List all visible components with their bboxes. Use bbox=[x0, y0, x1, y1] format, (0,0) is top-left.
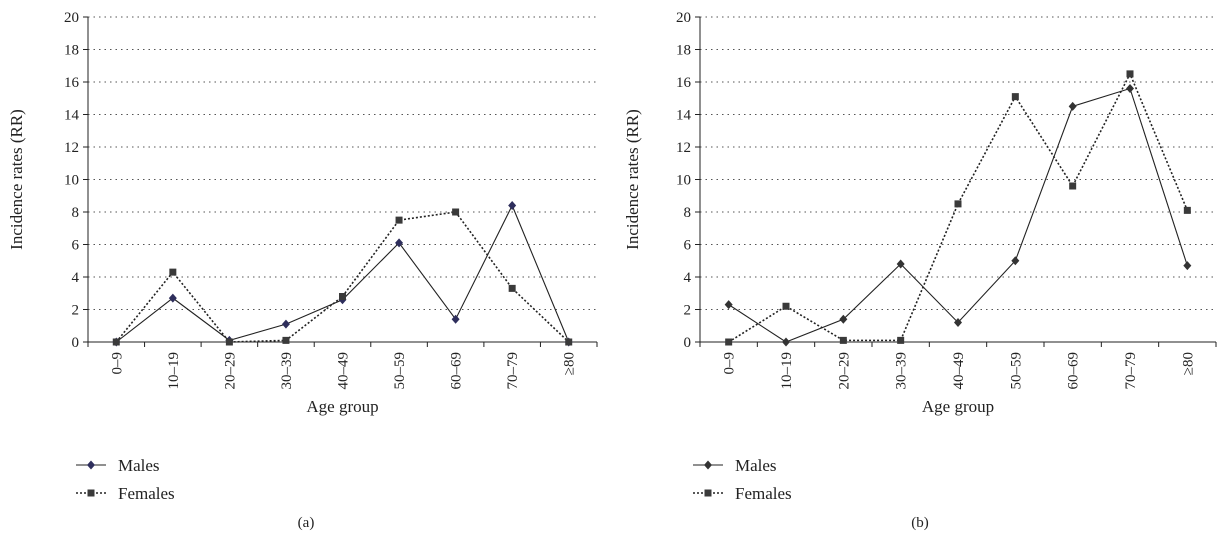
data-point-females bbox=[782, 302, 790, 310]
legend-marker-females bbox=[87, 489, 95, 497]
data-point-males bbox=[395, 238, 404, 248]
y-tick-label: 2 bbox=[72, 303, 80, 319]
x-tick-label: 70–79 bbox=[505, 352, 521, 390]
y-axis-label: Incidence rates (RR) bbox=[623, 109, 642, 250]
data-point-females bbox=[1126, 70, 1134, 78]
series-line-females bbox=[728, 71, 1189, 343]
data-point-females bbox=[339, 293, 346, 300]
series-males bbox=[724, 84, 1192, 347]
y-tick-label: 8 bbox=[72, 205, 80, 221]
x-tick-label: 30–39 bbox=[279, 352, 295, 390]
data-point-males bbox=[782, 337, 790, 347]
legend-label-males: Males bbox=[735, 456, 777, 475]
y-tick-label: 10 bbox=[676, 173, 691, 189]
data-point-males bbox=[724, 300, 733, 310]
x-tick-label: 70–79 bbox=[1123, 352, 1139, 390]
x-tick-label: 20–29 bbox=[836, 352, 852, 390]
legend: Males Females bbox=[76, 456, 175, 503]
y-tick-label: 18 bbox=[64, 43, 79, 59]
data-point-females bbox=[897, 336, 905, 344]
data-point-males bbox=[281, 319, 290, 329]
y-tick-label: 10 bbox=[64, 173, 79, 189]
y-tick-label: 0 bbox=[72, 335, 80, 351]
data-point-females bbox=[395, 216, 403, 224]
series-females bbox=[112, 208, 573, 346]
x-axis-label: Age group bbox=[922, 397, 994, 416]
legend-marker-males bbox=[704, 460, 712, 470]
legend-marker-males bbox=[87, 460, 95, 470]
y-tick-label: 18 bbox=[676, 43, 691, 59]
series-males bbox=[112, 201, 573, 347]
x-tick-label: 40–49 bbox=[951, 352, 967, 390]
data-point-males bbox=[954, 318, 962, 327]
data-point-males bbox=[1011, 256, 1020, 266]
y-tick-label: 12 bbox=[64, 140, 79, 156]
legend-label-males: Males bbox=[118, 456, 160, 475]
y-tick-label: 14 bbox=[676, 108, 692, 124]
y-tick-label: 20 bbox=[64, 10, 79, 26]
data-point-males bbox=[508, 201, 517, 210]
panel-label: (b) bbox=[911, 515, 929, 531]
x-tick-label: 0–9 bbox=[722, 352, 738, 375]
x-tick-label: ≥80 bbox=[1180, 352, 1196, 375]
x-tick-label: 20–29 bbox=[222, 352, 238, 390]
data-point-males bbox=[1183, 261, 1192, 271]
series-females bbox=[725, 70, 1191, 346]
data-point-females bbox=[112, 338, 120, 346]
panel-label: (a) bbox=[298, 515, 315, 531]
x-tick-label: ≥80 bbox=[562, 352, 578, 375]
y-axis-label: Incidence rates (RR) bbox=[7, 109, 26, 250]
data-point-females bbox=[565, 338, 573, 346]
x-tick-label: 50–59 bbox=[392, 352, 408, 390]
chart-panel-b: 0 2 4 6 8 10 12 14 16 18 20 0–9 10–19 20–29 30–39 40–49… bbox=[623, 10, 1217, 531]
x-tick-label: 60–69 bbox=[1066, 352, 1082, 390]
data-point-males bbox=[839, 314, 848, 324]
y-tick-label: 12 bbox=[676, 140, 691, 156]
y-tick-label: 16 bbox=[64, 75, 80, 91]
x-tick-label: 10–19 bbox=[166, 352, 182, 390]
x-axis-label: Age group bbox=[306, 397, 378, 416]
y-tick-label: 6 bbox=[684, 238, 692, 254]
x-tick-label: 10–19 bbox=[779, 352, 795, 390]
y-tick-label: 16 bbox=[676, 75, 692, 91]
data-point-females bbox=[508, 284, 516, 292]
chart-panel-a: 0 2 4 6 8 10 12 14 16 18 20 0–9 10–19 20–29 30–39 40–49… bbox=[7, 10, 598, 531]
x-tick-label: 40–49 bbox=[336, 352, 352, 390]
y-tick-label: 4 bbox=[72, 270, 80, 286]
y-tick-label: 0 bbox=[684, 335, 692, 351]
data-point-females bbox=[725, 338, 733, 346]
y-tick-label: 2 bbox=[684, 303, 692, 319]
data-point-males bbox=[896, 259, 905, 269]
x-tick-label: 60–69 bbox=[449, 352, 465, 390]
y-tick-label: 4 bbox=[684, 270, 692, 286]
legend-marker-females bbox=[704, 489, 712, 497]
data-point-females bbox=[954, 200, 962, 208]
data-point-males bbox=[1068, 101, 1077, 111]
data-point-females bbox=[452, 208, 460, 216]
y-tick-label: 14 bbox=[64, 108, 80, 124]
data-point-females bbox=[839, 336, 847, 344]
data-point-males bbox=[1126, 84, 1134, 93]
data-point-females bbox=[1183, 206, 1191, 214]
data-point-females bbox=[225, 338, 233, 346]
data-point-females bbox=[1011, 93, 1019, 101]
data-point-males bbox=[451, 314, 460, 324]
data-point-females bbox=[282, 336, 290, 344]
y-tick-label: 8 bbox=[684, 205, 692, 221]
legend-label-females: Females bbox=[118, 484, 175, 503]
x-tick-label: 0–9 bbox=[109, 352, 125, 375]
legend: Males Females bbox=[693, 456, 792, 503]
series-line-males bbox=[728, 87, 1188, 343]
y-tick-label: 6 bbox=[72, 238, 80, 254]
y-tick-label: 20 bbox=[676, 10, 691, 26]
data-point-females bbox=[169, 268, 177, 276]
x-tick-label: 30–39 bbox=[894, 352, 910, 390]
data-point-females bbox=[1069, 182, 1077, 190]
x-tick-label: 50–59 bbox=[1008, 352, 1024, 390]
data-point-males bbox=[168, 293, 177, 303]
legend-label-females: Females bbox=[735, 484, 792, 503]
